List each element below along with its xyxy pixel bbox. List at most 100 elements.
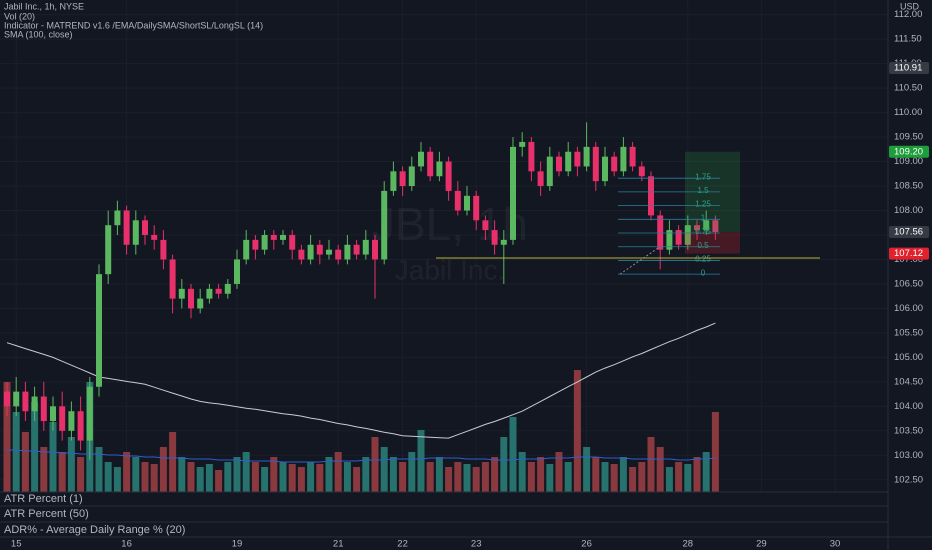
candle-body xyxy=(666,230,673,250)
y-tick-label: 103.50 xyxy=(894,425,923,436)
volume-bar xyxy=(95,447,103,492)
price-tag xyxy=(889,145,929,158)
y-tick-label: 108.50 xyxy=(894,181,923,192)
x-tick-label: 26 xyxy=(581,539,592,550)
volume-bar xyxy=(279,462,287,492)
candle-body xyxy=(491,230,498,245)
sma-line xyxy=(6,322,716,439)
fib-label: 0 xyxy=(701,268,706,277)
y-tick-label: 110.50 xyxy=(894,83,922,94)
volume-bar xyxy=(49,422,57,492)
candle-body xyxy=(427,151,434,177)
candle-body xyxy=(40,396,47,422)
candle-body xyxy=(537,171,544,187)
candle-body xyxy=(638,166,645,177)
volume-bar xyxy=(647,437,655,492)
candle-body xyxy=(215,288,222,294)
volume-bar xyxy=(215,470,223,492)
candle-body xyxy=(620,146,627,172)
price-tag xyxy=(889,247,929,260)
y-tick-label: 106.50 xyxy=(894,278,923,289)
volume-bar xyxy=(141,462,149,492)
volume-bar xyxy=(638,462,646,492)
candle-body xyxy=(123,210,130,245)
price-tag-label: 107.12 xyxy=(894,248,923,259)
candle-body xyxy=(684,225,691,245)
candle-body xyxy=(326,249,332,255)
candle-body xyxy=(436,161,443,177)
y-tick-label: 102.50 xyxy=(894,474,923,485)
candle-body xyxy=(307,244,314,260)
y-tick-label: 106.00 xyxy=(894,303,923,314)
candle-body xyxy=(270,234,277,240)
volume-bar xyxy=(132,457,140,492)
candle-body xyxy=(454,190,461,211)
volume-bar xyxy=(583,447,591,492)
candle-body xyxy=(703,220,710,231)
candle-body xyxy=(77,411,84,441)
y-tick-label: 104.00 xyxy=(894,401,923,412)
volume-bar xyxy=(537,457,545,492)
candle-body xyxy=(381,190,388,260)
volume-bar xyxy=(261,467,269,492)
candle-body xyxy=(178,288,185,299)
candle-body xyxy=(160,239,167,260)
volume-bar xyxy=(555,452,563,492)
candle-body xyxy=(408,166,415,187)
candle-body xyxy=(353,244,360,255)
panel-title: ADR% - Average Daily Range % (20) xyxy=(4,524,185,536)
x-tick-label: 16 xyxy=(121,539,132,550)
volume-bar xyxy=(610,464,618,492)
x-tick-label: 29 xyxy=(756,539,767,550)
volume-bar xyxy=(564,462,572,492)
volume-bar xyxy=(187,462,195,492)
candle-body xyxy=(657,215,664,250)
x-tick-label: 23 xyxy=(471,539,482,550)
volume-bar xyxy=(233,457,241,492)
candle-body xyxy=(592,146,599,182)
volume-bar xyxy=(454,462,462,492)
candle-body xyxy=(142,220,148,235)
volume-bar xyxy=(343,462,351,492)
candle-body xyxy=(4,391,10,407)
x-tick-label: 19 xyxy=(232,539,243,550)
volume-bar xyxy=(104,462,112,492)
volume-bar xyxy=(205,464,213,492)
candle-body xyxy=(86,386,93,441)
y-tick-label: 112.00 xyxy=(894,9,922,20)
candle-body xyxy=(344,244,351,260)
volume-bar xyxy=(500,437,508,492)
volume-bar xyxy=(316,464,324,492)
candle-body xyxy=(712,220,719,233)
volume-bar xyxy=(656,447,664,492)
volume-bar xyxy=(619,457,627,492)
volume-bar xyxy=(159,447,167,492)
candle-body xyxy=(68,411,75,431)
volume-bar xyxy=(288,464,296,492)
legend-item: Indicator - MATREND v1.6 /EMA/DailySMA/S… xyxy=(4,20,263,30)
volume-bar xyxy=(169,432,177,492)
candle-body xyxy=(59,406,66,431)
y-tick-label: 104.50 xyxy=(894,376,923,387)
stop-zone xyxy=(685,232,740,254)
volume-bar xyxy=(491,457,499,492)
volume-bar xyxy=(417,430,425,492)
y-tick-label: 109.50 xyxy=(894,132,923,143)
volume-bar xyxy=(196,467,204,492)
candle-body xyxy=(519,141,526,147)
candle-body xyxy=(206,288,213,299)
volume-bar xyxy=(297,467,305,492)
volume-bar xyxy=(408,452,416,492)
candle-body xyxy=(510,146,516,240)
candle-body xyxy=(224,283,231,294)
volume-bar xyxy=(445,467,453,492)
volume-ma-line xyxy=(7,449,716,463)
watermark: Jabil Inc. xyxy=(395,254,506,285)
candle-body xyxy=(500,239,507,245)
candle-body xyxy=(197,298,204,309)
volume-bar xyxy=(399,462,407,492)
x-tick-label: 15 xyxy=(11,539,22,550)
volume-bar xyxy=(224,462,232,492)
